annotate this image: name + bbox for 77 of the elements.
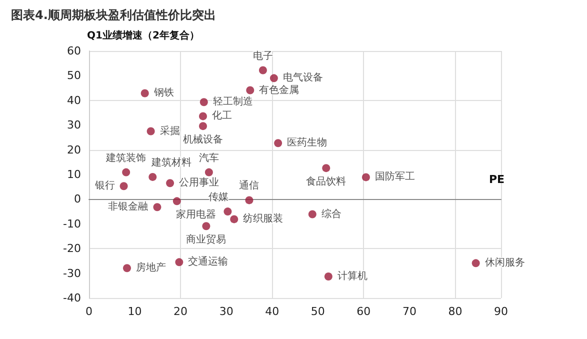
point bbox=[198, 112, 207, 120]
point bbox=[245, 196, 254, 204]
point bbox=[274, 139, 282, 148]
point bbox=[224, 208, 232, 216]
point bbox=[362, 173, 370, 182]
x-tick-label: 10 bbox=[128, 305, 142, 318]
annotation: 房地产 bbox=[136, 262, 166, 274]
annotation: 电气设备 bbox=[282, 72, 323, 84]
annotation: 国防军工 bbox=[374, 170, 415, 183]
annotation: 家用电器 bbox=[176, 208, 216, 221]
annotation: 建筑装饰 bbox=[105, 152, 146, 164]
annotation: 食品饮料 bbox=[306, 176, 346, 188]
annotation: 休闲服务 bbox=[484, 256, 525, 269]
point bbox=[324, 272, 332, 281]
annotation: 钢铁 bbox=[152, 86, 174, 99]
y-tick-label: 10 bbox=[67, 168, 81, 181]
y-tick-label: 0 bbox=[74, 192, 81, 206]
y-tick-label: 60 bbox=[67, 44, 81, 58]
x-tick-label: 50 bbox=[310, 305, 325, 318]
x-tick-label: 20 bbox=[174, 305, 188, 318]
x-tick-label: 90 bbox=[494, 305, 508, 318]
point bbox=[200, 98, 208, 106]
annotation: 商业贸易 bbox=[186, 234, 226, 246]
annotation: 交通运输 bbox=[188, 256, 228, 268]
point bbox=[472, 259, 480, 268]
annotation: 公用事业 bbox=[179, 176, 220, 189]
annotation: 电子 bbox=[252, 50, 273, 62]
annotation: 采掘 bbox=[160, 124, 180, 137]
y-tick-label: -20 bbox=[63, 242, 81, 256]
annotation: 汽车 bbox=[198, 152, 219, 164]
annotation: 有色金属 bbox=[259, 84, 300, 96]
point bbox=[198, 122, 207, 130]
annotation: 综合 bbox=[321, 208, 342, 220]
point bbox=[166, 179, 174, 188]
point bbox=[148, 172, 157, 181]
x-tick-label: 80 bbox=[448, 305, 462, 318]
x-tick-label: 30 bbox=[219, 305, 234, 318]
point bbox=[122, 168, 130, 176]
annotation: 纺织服装 bbox=[243, 212, 284, 225]
annotation: 医药生物 bbox=[287, 136, 328, 149]
point bbox=[230, 215, 238, 224]
point bbox=[146, 127, 155, 136]
annotation: 银行 bbox=[94, 180, 115, 192]
annotation: 建筑材料 bbox=[150, 156, 192, 168]
annotation: 非银金融 bbox=[108, 200, 148, 213]
annotation: 化工 bbox=[212, 110, 232, 122]
point bbox=[258, 66, 267, 74]
x-tick-label: 70 bbox=[402, 305, 416, 318]
annotation: 轻工制造 bbox=[212, 96, 253, 108]
x-tick-label: 40 bbox=[265, 305, 280, 318]
y-tick-label: -30 bbox=[63, 266, 81, 280]
y-axis-title: Q1业绩增速（2年复合） bbox=[87, 30, 200, 42]
point bbox=[120, 182, 128, 190]
y-tick-label: 50 bbox=[67, 69, 81, 82]
point bbox=[246, 86, 254, 94]
annotation: 机械设备 bbox=[182, 134, 223, 146]
y-tick-label: 20 bbox=[67, 143, 81, 156]
point bbox=[202, 222, 210, 230]
point bbox=[172, 197, 181, 206]
y-tick-label: 30 bbox=[67, 118, 81, 132]
point bbox=[322, 164, 330, 172]
point bbox=[204, 168, 213, 176]
x-axis-title: PE bbox=[489, 173, 505, 186]
chart-title: 图表4.顺周期板块盈利估值性价比突出 bbox=[11, 8, 216, 22]
annotation: 计算机 bbox=[337, 270, 368, 282]
x-tick-label: 0 bbox=[86, 305, 92, 318]
point bbox=[153, 203, 162, 212]
point bbox=[140, 89, 149, 98]
annotation: 通信 bbox=[239, 180, 260, 192]
x-tick-label: 60 bbox=[356, 305, 371, 318]
y-tick-label: -40 bbox=[63, 292, 81, 304]
point bbox=[123, 264, 131, 272]
point bbox=[270, 74, 278, 82]
point bbox=[308, 210, 316, 218]
point bbox=[175, 258, 184, 266]
y-tick-label: -10 bbox=[63, 217, 81, 230]
y-tick-label: 40 bbox=[67, 94, 81, 107]
